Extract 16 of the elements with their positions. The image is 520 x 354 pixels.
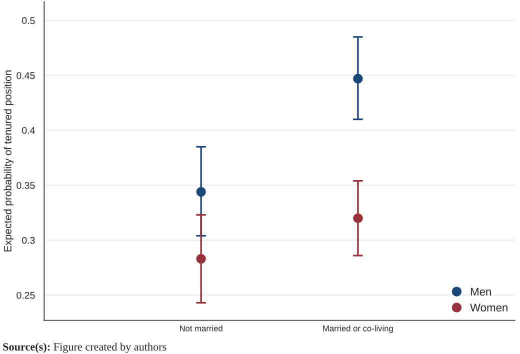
legend-label: Men bbox=[470, 288, 491, 296]
source-note: Source(s): Figure created by authors bbox=[3, 342, 166, 353]
point bbox=[353, 213, 363, 224]
y-tick-label: 0.5 bbox=[22, 17, 35, 24]
legend-label: Women bbox=[470, 304, 508, 312]
y-tick-label: 0.35 bbox=[16, 182, 35, 189]
y-tick-label: 0.4 bbox=[22, 127, 35, 134]
point bbox=[196, 254, 206, 264]
point bbox=[196, 186, 206, 197]
y-tick-label: 0.25 bbox=[16, 292, 35, 299]
point bbox=[353, 74, 363, 84]
y-axis-title: Expected probability of tenured position bbox=[4, 70, 14, 252]
x-tick-label: Not married bbox=[180, 325, 222, 332]
y-tick-label: 0.3 bbox=[22, 236, 35, 244]
x-tick-label: Married or co-living bbox=[323, 325, 393, 333]
y-tick-label: 0.45 bbox=[16, 72, 35, 79]
